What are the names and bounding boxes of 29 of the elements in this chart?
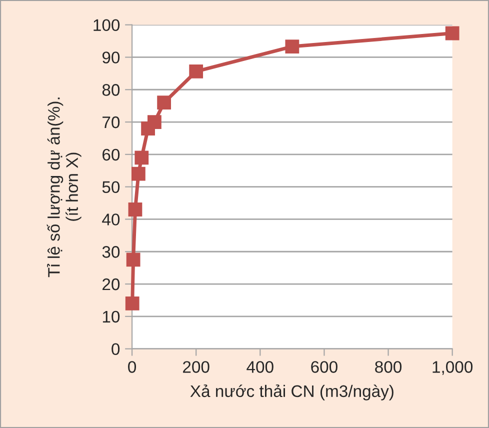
x-tick-label: 800 — [375, 361, 402, 373]
point — [445, 26, 460, 40]
y-tick-label: 20 — [102, 278, 120, 290]
x-tick-label: 0 — [128, 361, 136, 373]
y-tick-label: 60 — [102, 148, 120, 161]
point — [134, 150, 149, 165]
y-tick-label: 100 — [94, 19, 120, 32]
point — [128, 202, 142, 216]
point — [148, 115, 162, 129]
y-axis-title: Tỉ lệ số lượng dự án(%). (ít hơn X) — [46, 98, 82, 278]
y-tick-label: 10 — [102, 310, 120, 323]
x-tick-label: 400 — [246, 361, 274, 373]
point — [126, 252, 140, 267]
point — [189, 64, 204, 78]
point — [131, 166, 146, 181]
y-tick-label: 70 — [102, 116, 120, 128]
y-tick-label: 80 — [102, 84, 120, 96]
point — [125, 296, 140, 310]
y-tick-label: 30 — [102, 246, 120, 258]
y-tick-label: 40 — [102, 214, 120, 226]
y-tick-label: 50 — [102, 181, 120, 194]
x-axis-title: Xả nước thải CN (m3/ngày) — [190, 384, 394, 400]
y-tick-label: 0 — [112, 343, 120, 356]
point — [285, 40, 300, 54]
y-tick-label: 90 — [102, 52, 120, 64]
point — [157, 96, 172, 110]
x-tick-label: 200 — [183, 361, 210, 373]
x-tick-label: 600 — [311, 361, 338, 373]
x-tick-label: 1,000 — [432, 361, 473, 375]
